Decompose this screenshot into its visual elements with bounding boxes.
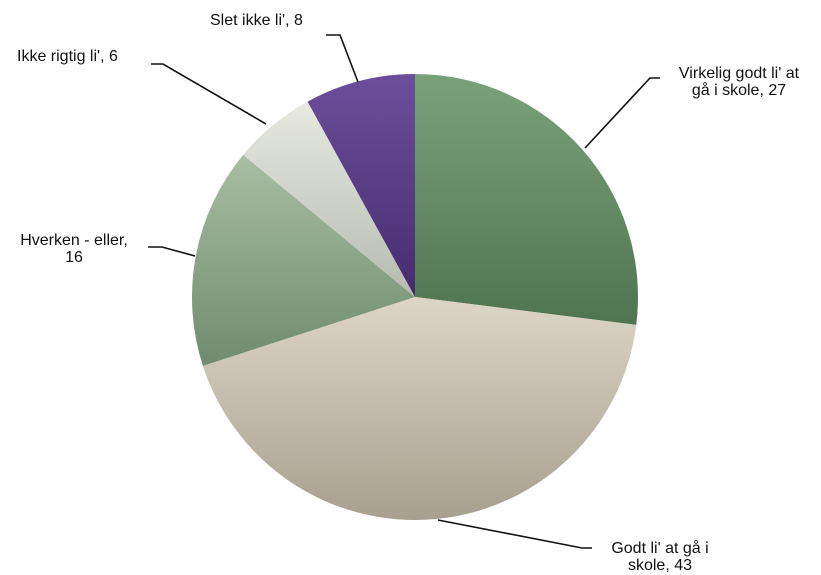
leader-lines [148, 34, 660, 549]
leader-virkelig-godt [584, 77, 660, 149]
slice-slet-ikke [307, 74, 415, 297]
slice-virkelig-godt [415, 74, 638, 325]
data-label-slet-ikke: Slet ikke li', 8 [210, 12, 303, 29]
leader-slet-ikke [326, 34, 359, 83]
slice-ikke-rigtig [243, 101, 415, 297]
data-label-ikke-rigtig: Ikke rigtig li', 6 [17, 48, 118, 65]
leader-hverken-eller [148, 246, 196, 257]
leader-ikke-rigtig [151, 63, 267, 125]
data-label-virkelig-godt: Virkelig godt li' at gå i skole, 27 [678, 65, 800, 99]
leader-godt [437, 519, 592, 549]
slice-hverken-eller [191, 154, 415, 366]
data-label-godt: Godt li' at gå i skole, 43 [611, 540, 709, 574]
data-label-hverken-eller: Hverken - eller, 16 [20, 232, 128, 266]
pie-slices [191, 74, 638, 521]
slice-godt [202, 297, 637, 521]
